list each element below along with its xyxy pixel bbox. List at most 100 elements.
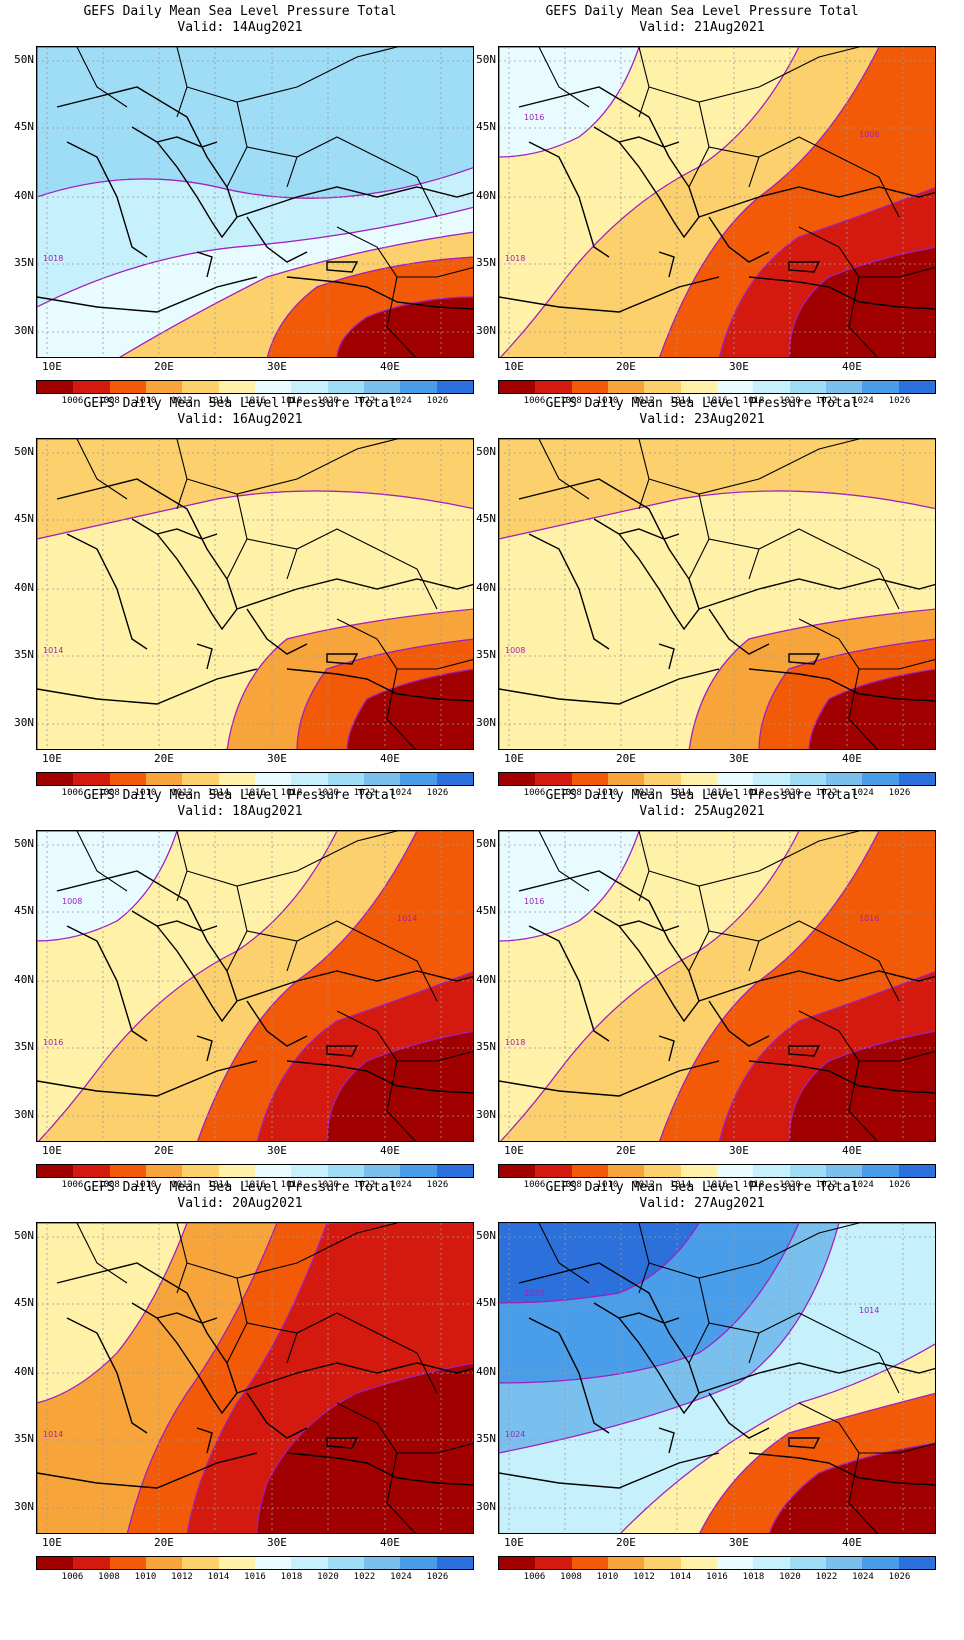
contour-label: 1018: [43, 254, 63, 263]
colorbar-swatch: [109, 1557, 146, 1569]
colorbar-label: 1016: [244, 1180, 266, 1190]
latitude-label: 40N: [476, 189, 496, 202]
map-panel: GEFS Daily Mean Sea Level Pressure Total…: [462, 392, 942, 802]
panel-valid-date: Valid: 23Aug2021: [639, 412, 765, 427]
colorbar-swatch: [862, 1557, 899, 1569]
contour-label: 1014: [43, 1430, 63, 1439]
colorbar-label: 1024: [390, 788, 412, 798]
colorbar-swatch: [753, 773, 790, 785]
latitude-label: 40N: [14, 1365, 34, 1378]
latitude-label: 40N: [14, 581, 34, 594]
colorbar-swatch: [499, 1165, 536, 1177]
colorbar-swatch: [182, 773, 219, 785]
colorbar-swatch: [607, 1557, 645, 1569]
colorbar-swatch: [716, 1165, 754, 1177]
contour-label: 1024: [505, 1430, 525, 1439]
colorbar-swatch: [644, 1165, 681, 1177]
longitude-label: 30E: [267, 752, 287, 765]
latitude-label: 35N: [14, 256, 34, 269]
colorbar-label: 1012: [171, 1180, 193, 1190]
colorbar-label: 1026: [888, 1180, 911, 1190]
colorbar-label: 1018: [742, 1572, 765, 1582]
colorbar-swatch: [789, 1165, 826, 1177]
colorbar-swatch: [825, 381, 863, 393]
colorbar-label: 1022: [353, 1180, 376, 1190]
contour-label: 1020: [524, 1289, 544, 1298]
colorbar: [36, 772, 474, 786]
longitude-label: 10E: [42, 360, 62, 373]
colorbar-swatch: [753, 1557, 790, 1569]
panel-valid-date: Valid: 18Aug2021: [177, 804, 303, 819]
pressure-map: 1018: [36, 46, 474, 358]
colorbar-swatch: [644, 773, 681, 785]
longitude-label: 20E: [154, 1144, 174, 1157]
latitude-label: 35N: [476, 648, 496, 661]
colorbar-label: 1018: [742, 396, 765, 406]
colorbar-swatch: [254, 1165, 292, 1177]
colorbar-swatch: [109, 773, 146, 785]
colorbar-label: 1020: [779, 1180, 801, 1190]
colorbar-label: 1018: [742, 1180, 765, 1190]
panel-title: GEFS Daily Mean Sea Level Pressure Total: [83, 396, 397, 411]
latitude-label: 40N: [14, 973, 34, 986]
latitude-label: 50N: [14, 837, 34, 850]
colorbar-swatch: [145, 1557, 183, 1569]
colorbar-label: 1010: [596, 396, 619, 406]
colorbar-label: 1010: [134, 1180, 157, 1190]
colorbar-label: 1012: [171, 396, 193, 406]
colorbar-swatch: [607, 381, 645, 393]
coastline: [37, 870, 473, 1097]
colorbar-label: 1010: [134, 788, 157, 798]
latitude-label: 35N: [14, 1040, 34, 1053]
country-borders: [76, 1223, 473, 1533]
colorbar-swatch: [182, 381, 219, 393]
colorbar-swatch: [680, 381, 717, 393]
longitude-label: 40E: [842, 1536, 862, 1549]
colorbar-label: 1026: [426, 396, 449, 406]
map-panel: GEFS Daily Mean Sea Level Pressure Total…: [0, 392, 480, 802]
colorbar-swatch: [37, 381, 74, 393]
colorbar-label: 1012: [633, 1180, 655, 1190]
latitude-label: 50N: [14, 1229, 34, 1242]
pressure-map: 1008: [498, 438, 936, 750]
colorbar-swatch: [644, 1557, 681, 1569]
longitude-label: 30E: [267, 1536, 287, 1549]
colorbar-label: 1006: [61, 788, 84, 798]
pressure-map: 1018 1016 1008: [498, 46, 936, 358]
colorbar-swatch: [571, 381, 608, 393]
colorbar-label: 1014: [669, 396, 692, 406]
colorbar-swatch: [862, 381, 899, 393]
latitude-label: 40N: [476, 1365, 496, 1378]
colorbar-swatch: [535, 773, 572, 785]
coastline: [37, 86, 473, 313]
colorbar-label: 1014: [669, 1572, 692, 1582]
colorbar-label: 1008: [560, 1572, 582, 1582]
colorbar-label: 1010: [596, 1572, 619, 1582]
colorbar: [498, 1164, 936, 1178]
latitude-label: 50N: [476, 53, 496, 66]
contour-label: 1008: [505, 646, 525, 655]
colorbar-swatch: [898, 1557, 935, 1569]
colorbar-swatch: [291, 773, 328, 785]
colorbar-label: 1024: [390, 1180, 412, 1190]
colorbar-label: 1012: [633, 788, 655, 798]
contour-label: 1016: [43, 1038, 63, 1047]
colorbar-swatch: [716, 1557, 754, 1569]
colorbar-swatch: [73, 1165, 110, 1177]
colorbar-swatch: [789, 1557, 826, 1569]
map-panel: GEFS Daily Mean Sea Level Pressure Total…: [462, 1176, 942, 1586]
colorbar-swatch: [898, 1165, 935, 1177]
longitude-label: 10E: [504, 1536, 524, 1549]
panel-title: GEFS Daily Mean Sea Level Pressure Total: [545, 396, 859, 411]
colorbar-swatch: [825, 773, 863, 785]
longitude-label: 10E: [504, 752, 524, 765]
colorbar-swatch: [862, 773, 899, 785]
colorbar-swatch: [535, 381, 572, 393]
pressure-map: 1014: [36, 438, 474, 750]
colorbar-label: 1024: [852, 1180, 874, 1190]
colorbar-label: 1020: [779, 396, 801, 406]
colorbar-swatch: [327, 1557, 364, 1569]
latitude-label: 45N: [476, 904, 496, 917]
colorbar-swatch: [327, 1165, 364, 1177]
colorbar-label: 1026: [888, 788, 911, 798]
